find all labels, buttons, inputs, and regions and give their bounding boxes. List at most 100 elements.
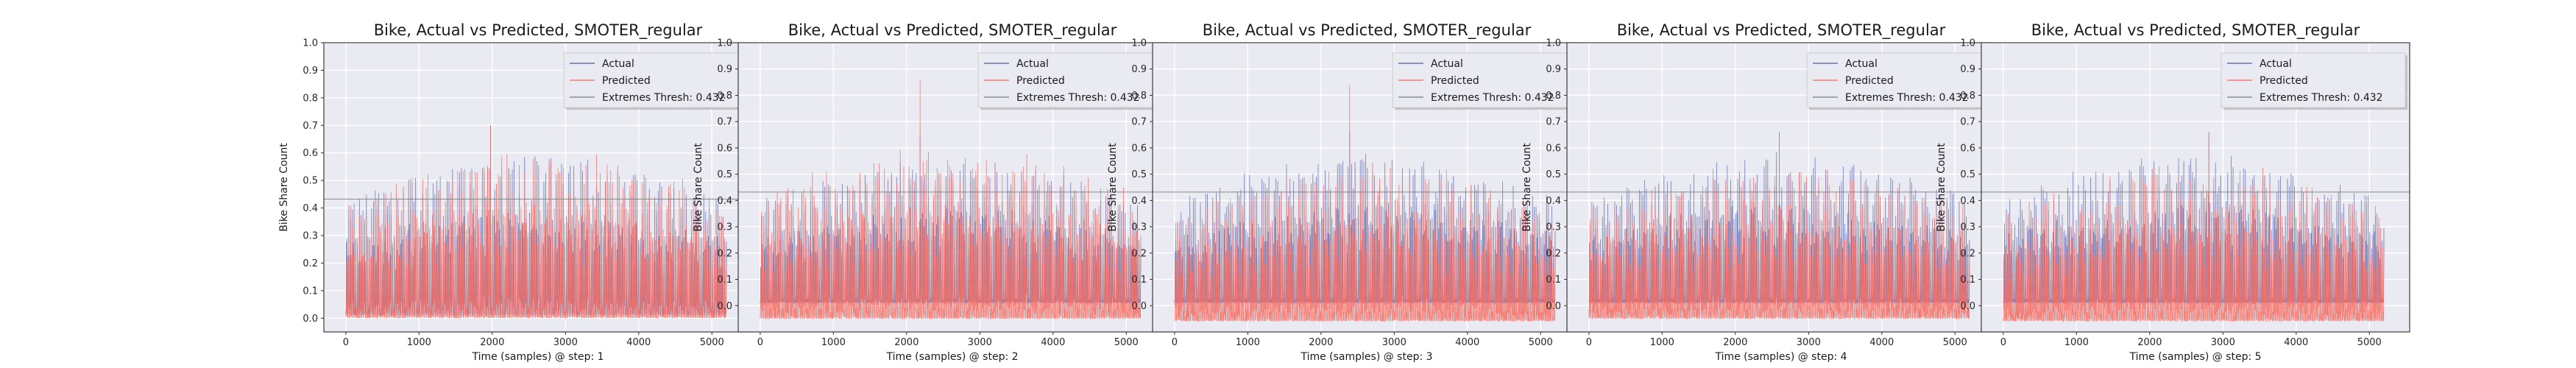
- y-tick-label: 0.9: [717, 64, 732, 75]
- y-tick-label: 0.9: [1131, 64, 1147, 75]
- y-tick-label: 0.2: [1546, 248, 1561, 259]
- x-tick-label: 5000: [1943, 337, 1967, 348]
- series-traces: [1588, 132, 1970, 320]
- x-tick-label: 2000: [1309, 337, 1333, 348]
- y-tick-label: 0.7: [1546, 117, 1561, 128]
- y-tick-label: 0.5: [717, 169, 732, 180]
- y-tick-label: 0.8: [1546, 91, 1561, 102]
- y-tick-label: 1.0: [1960, 38, 1975, 49]
- series-traces: [1174, 85, 1556, 323]
- predicted-series-line: [1588, 142, 1970, 320]
- y-tick-label: 0.8: [1131, 91, 1147, 102]
- y-tick-label: 0.8: [302, 93, 318, 104]
- legend: Actual Predicted Extremes Thresh: 0.432: [2221, 52, 2407, 110]
- y-axis-label: Bike Share Count: [278, 143, 290, 232]
- x-tick-label: 5000: [700, 337, 724, 348]
- y-tick-label: 0.6: [1960, 143, 1975, 154]
- axes-frame: [1981, 42, 2410, 333]
- x-tick-label: 5000: [1114, 337, 1139, 348]
- y-tick-label: 0.5: [1960, 169, 1975, 180]
- legend-label-2: Predicted: [1431, 75, 1479, 87]
- legend-label-2: Predicted: [602, 75, 651, 87]
- predicted-series-line: [1174, 85, 1556, 323]
- y-tick-label: 0.1: [1131, 275, 1147, 286]
- chart-title: Bike, Actual vs Predicted, SMOTER_regula…: [1617, 21, 1946, 40]
- chart-title: Bike, Actual vs Predicted, SMOTER_regula…: [1203, 21, 1532, 40]
- x-tick-label: 4000: [1041, 337, 1065, 348]
- y-tick-label: 0.5: [1131, 169, 1147, 180]
- chart-panel-3: 0 1000 2000 3000 4000 5000 0.0 0.1 0.2 0.3 0.4 0.5 0…: [1107, 21, 1582, 363]
- y-tick-label: 1.0: [1131, 38, 1147, 49]
- x-tick-label: 2000: [1723, 337, 1747, 348]
- x-tick-label: 1000: [1650, 337, 1674, 348]
- x-axis-label: Time (samples) @ step: 2: [885, 351, 1018, 363]
- x-axis-label: Time (samples) @ step: 5: [2129, 351, 2261, 363]
- series-traces: [345, 125, 727, 319]
- x-tick-label: 1000: [407, 337, 431, 348]
- x-tick-label: 4000: [1455, 337, 1479, 348]
- y-tick-label: 0.4: [302, 203, 318, 214]
- legend-label-2: Predicted: [1845, 75, 1894, 87]
- chart-title: Bike, Actual vs Predicted, SMOTER_regula…: [374, 21, 703, 40]
- legend-label-1: Actual: [602, 58, 634, 70]
- y-axis-label: Bike Share Count: [693, 143, 704, 232]
- x-tick-label: 5000: [2357, 337, 2382, 348]
- y-tick-label: 0.3: [1960, 222, 1975, 233]
- y-tick-label: 0.9: [302, 66, 318, 77]
- y-tick-label: 0.3: [302, 231, 318, 242]
- x-tick-label: 4000: [2284, 337, 2308, 348]
- y-tick-label: 0.7: [302, 121, 318, 132]
- legend-label-3: Extremes Thresh: 0.432: [1431, 92, 1554, 104]
- x-tick-label: 5000: [1529, 337, 1553, 348]
- y-tick-label: 0.6: [1131, 143, 1147, 154]
- y-tick-label: 0.0: [1546, 301, 1561, 312]
- predicted-series-line: [345, 125, 727, 319]
- legend: Actual Predicted Extremes Thresh: 0.432: [563, 52, 750, 110]
- x-tick-label: 0: [343, 337, 349, 348]
- chart-title: Bike, Actual vs Predicted, SMOTER_regula…: [2031, 21, 2360, 40]
- y-tick-label: 0.5: [302, 176, 318, 187]
- x-tick-label: 0: [757, 337, 763, 348]
- y-tick-label: 0.6: [1546, 143, 1561, 154]
- predicted-series-line: [2003, 132, 2385, 322]
- x-axis-label: Time (samples) @ step: 3: [1300, 351, 1432, 363]
- y-tick-label: 0.7: [1960, 117, 1975, 128]
- legend: Actual Predicted Extremes Thresh: 0.432: [1806, 52, 1993, 110]
- x-tick-label: 1000: [821, 337, 846, 348]
- predicted-series-line: [760, 79, 1142, 320]
- x-axis-label: Time (samples) @ step: 1: [471, 351, 604, 363]
- x-tick-label: 4000: [626, 337, 651, 348]
- y-tick-label: 0.4: [1131, 196, 1147, 207]
- y-tick-label: 0.2: [1131, 248, 1147, 259]
- y-tick-label: 0.7: [717, 117, 732, 128]
- x-tick-label: 0: [1172, 337, 1178, 348]
- y-tick-label: 0.7: [1131, 117, 1147, 128]
- legend-label-3: Extremes Thresh: 0.432: [602, 92, 726, 104]
- y-tick-label: 0.0: [302, 314, 318, 325]
- y-tick-label: 0.5: [1546, 169, 1561, 180]
- legend-label-1: Actual: [1016, 58, 1049, 70]
- y-axis-label: Bike Share Count: [1936, 143, 1947, 232]
- y-tick-label: 0.6: [302, 148, 318, 159]
- x-tick-label: 2000: [480, 337, 504, 348]
- legend-label-1: Actual: [1845, 58, 1878, 70]
- chart-panel-2: 0 1000 2000 3000 4000 5000 0.0 0.1 0.2 0.3 0.4 0.5 0…: [693, 21, 1167, 363]
- y-tick-label: 1.0: [302, 38, 318, 49]
- y-tick-label: 1.0: [717, 38, 732, 49]
- y-tick-label: 0.2: [302, 258, 318, 269]
- x-tick-label: 2000: [894, 337, 919, 348]
- y-tick-label: 0.4: [717, 196, 732, 207]
- chart-panel-4: 0 1000 2000 3000 4000 5000 0.0 0.1 0.2 0.3 0.4 0.5 0…: [1521, 21, 1996, 363]
- y-tick-label: 0.3: [717, 222, 732, 233]
- legend: Actual Predicted Extremes Thresh: 0.432: [977, 52, 1164, 110]
- y-axis-label: Bike Share Count: [1521, 143, 1533, 232]
- y-tick-label: 1.0: [1546, 38, 1561, 49]
- y-tick-label: 0.9: [1546, 64, 1561, 75]
- legend-label-3: Extremes Thresh: 0.432: [2260, 92, 2383, 104]
- y-tick-label: 0.1: [1960, 275, 1975, 286]
- y-axis-label: Bike Share Count: [1107, 143, 1119, 232]
- y-tick-label: 0.6: [717, 143, 732, 154]
- legend: Actual Predicted Extremes Thresh: 0.432: [1392, 52, 1579, 110]
- x-tick-label: 3000: [1382, 337, 1406, 348]
